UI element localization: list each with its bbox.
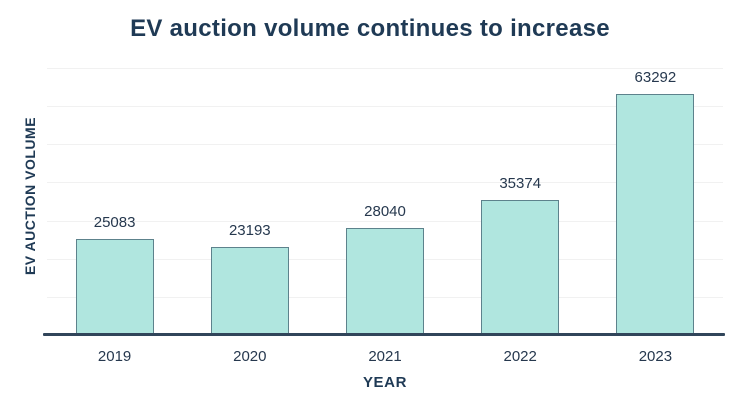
x-axis-title: YEAR <box>362 374 408 391</box>
bar-value-label: 63292 <box>634 68 677 86</box>
bar-2019 <box>75 239 154 335</box>
x-axis-line <box>43 333 725 336</box>
gridline <box>47 182 723 184</box>
x-tick-label: 2023 <box>638 348 673 365</box>
y-axis-title: EV AUCTION VOLUME <box>22 116 38 276</box>
bar-2022 <box>481 200 560 335</box>
chart-title: EV auction volume continues to increase <box>130 15 610 42</box>
plot-area: 25083 23193 28040 35374 63292 <box>47 68 723 335</box>
x-tick-label: 2020 <box>233 348 267 365</box>
bar-value-label: 23193 <box>228 221 271 239</box>
bar-value-label: 25083 <box>93 214 136 232</box>
bar-2020 <box>210 246 289 335</box>
bar-2023 <box>616 93 695 335</box>
bar-value-label: 28040 <box>364 203 406 221</box>
x-tick-label: 2021 <box>368 348 402 365</box>
bar-value-label: 35374 <box>499 175 542 193</box>
gridline <box>47 144 723 146</box>
gridline <box>47 106 723 108</box>
x-tick-label: 2019 <box>97 348 132 365</box>
gridline <box>47 68 723 69</box>
x-tick-label: 2022 <box>503 348 537 365</box>
gridline <box>47 220 723 222</box>
bar-2021 <box>346 228 424 335</box>
